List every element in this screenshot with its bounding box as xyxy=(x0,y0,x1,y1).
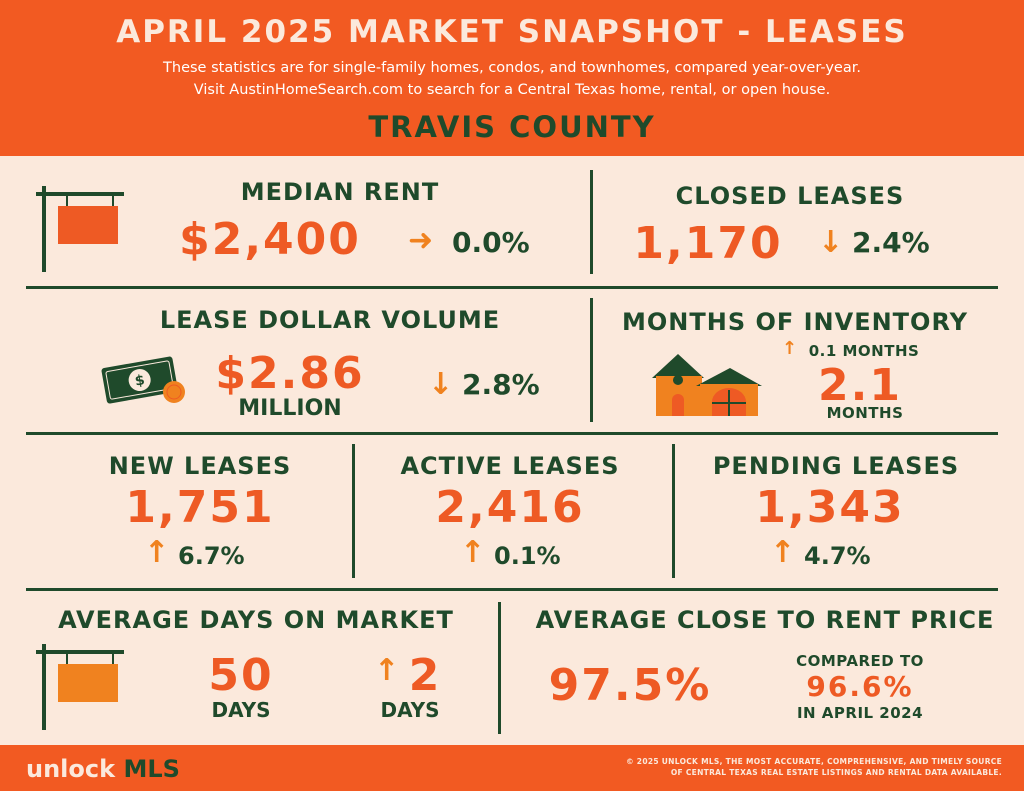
closed-leases-value: 1,170 xyxy=(633,218,783,269)
logo-text-mls: MLS xyxy=(123,755,180,783)
footer-bar: unlock MLS © 2025 UNLOCK MLS, THE MOST A… xyxy=(0,745,1024,791)
copyright-notice: © 2025 UNLOCK MLS, THE MOST ACCURATE, CO… xyxy=(626,756,1002,779)
arrow-up-icon: ↑ xyxy=(770,535,796,570)
divider-col-3 xyxy=(352,444,355,578)
close-to-rent-compared-period: IN APRIL 2024 xyxy=(796,704,924,722)
lease-volume-value: $2.86 xyxy=(215,348,365,399)
money-icon: $ xyxy=(100,352,192,416)
months-inventory-change: 0.1 MONTHS xyxy=(808,342,920,360)
pending-leases-change: 4.7% xyxy=(804,542,871,570)
divider-col-4 xyxy=(672,444,675,578)
divider-col-1 xyxy=(590,170,593,274)
active-leases-change: 0.1% xyxy=(494,542,561,570)
arrow-up-icon: ↑ xyxy=(144,535,170,570)
months-inventory-unit: MONTHS xyxy=(826,404,904,422)
closed-leases-change: 2.4% xyxy=(852,226,930,259)
active-leases-value: 2,416 xyxy=(435,482,585,533)
svg-text:$: $ xyxy=(134,372,146,389)
copyright-line-1: © 2025 UNLOCK MLS, THE MOST ACCURATE, CO… xyxy=(626,757,1002,766)
new-leases-label: NEW LEASES xyxy=(108,452,292,480)
new-leases-change: 6.7% xyxy=(178,542,245,570)
arrow-right-icon: ➜ xyxy=(408,223,434,258)
arrow-down-icon: ↓ xyxy=(428,367,454,402)
close-to-rent-value: 97.5% xyxy=(548,660,712,711)
median-rent-label: MEDIAN RENT xyxy=(240,178,440,206)
copyright-line-2: OF CENTRAL TEXAS REAL ESTATE LISTINGS AN… xyxy=(670,768,1002,778)
days-on-market-label: AVERAGE DAYS ON MARKET xyxy=(58,606,454,634)
close-to-rent-compared-label: COMPARED TO xyxy=(796,652,924,670)
arrow-up-icon: ↑ xyxy=(460,535,486,570)
close-to-rent-compared-value: 96.6% xyxy=(806,670,914,703)
months-inventory-value: 2.1 xyxy=(818,360,902,411)
pending-leases-label: PENDING LEASES xyxy=(712,452,960,480)
days-on-market-value: 50 xyxy=(208,650,274,701)
sign-post-icon xyxy=(36,184,128,278)
subtitle-line-1: These statistics are for single-family h… xyxy=(163,60,861,76)
arrow-down-icon: ↓ xyxy=(818,225,844,260)
divider-row-2 xyxy=(26,432,998,435)
divider-row-1 xyxy=(26,286,998,289)
median-rent-value: $2,400 xyxy=(179,214,361,265)
logo-text-unlock: unlock xyxy=(26,755,116,783)
active-leases-label: ACTIVE LEASES xyxy=(400,452,620,480)
median-rent-change: 0.0% xyxy=(452,226,530,259)
days-on-market-change: 2 xyxy=(408,650,442,701)
house-icon xyxy=(648,350,764,422)
unlock-mls-logo[interactable]: unlock MLS xyxy=(26,755,180,783)
lease-volume-unit: MILLION xyxy=(238,396,342,421)
lease-volume-label: LEASE DOLLAR VOLUME xyxy=(159,306,501,334)
divider-col-2 xyxy=(590,298,593,422)
divider-row-3 xyxy=(26,588,998,591)
arrow-up-icon: ↑ xyxy=(374,653,400,688)
days-on-market-unit: DAYS xyxy=(211,698,271,722)
subtitle-line-2: Visit AustinHomeSearch.com to search for… xyxy=(193,82,831,98)
close-to-rent-label: AVERAGE CLOSE TO RENT PRICE xyxy=(535,606,995,634)
county-title: TRAVIS COUNTY xyxy=(368,110,656,144)
header-banner: APRIL 2025 MARKET SNAPSHOT - LEASES Thes… xyxy=(0,0,1024,156)
divider-col-5 xyxy=(498,602,501,734)
closed-leases-label: CLOSED LEASES xyxy=(675,182,905,210)
pending-leases-value: 1,343 xyxy=(755,482,905,533)
arrow-up-icon: ↑ xyxy=(782,338,798,359)
lease-volume-change: 2.8% xyxy=(462,368,540,401)
sign-post-icon xyxy=(36,642,128,736)
page-title: APRIL 2025 MARKET SNAPSHOT - LEASES xyxy=(116,14,908,50)
new-leases-value: 1,751 xyxy=(125,482,275,533)
days-on-market-change-unit: DAYS xyxy=(380,698,440,722)
months-inventory-label: MONTHS OF INVENTORY xyxy=(621,308,968,336)
